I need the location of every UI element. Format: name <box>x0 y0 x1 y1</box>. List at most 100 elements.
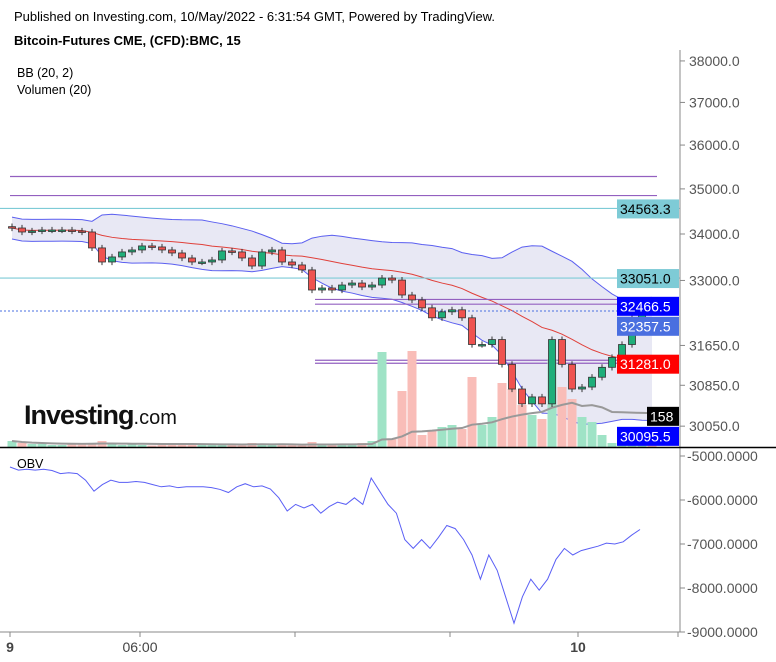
candle-body <box>368 284 376 288</box>
price-label-bg <box>617 316 679 336</box>
candle-body <box>568 363 576 390</box>
volume-bar <box>107 444 117 447</box>
volume-bar <box>57 445 67 447</box>
candle-body <box>198 261 206 264</box>
bb-fill <box>12 214 652 425</box>
price-tick-label: 30850.0 <box>689 377 740 393</box>
candle-body <box>588 376 596 388</box>
candle-body <box>28 230 36 233</box>
volume-bar <box>47 445 57 447</box>
volume-bar <box>187 445 197 447</box>
volume-bar <box>227 445 237 447</box>
candle-body <box>268 249 276 253</box>
candle-body <box>8 226 16 229</box>
volume-bar <box>37 444 47 447</box>
obv-tick-label: -8000.0000 <box>687 580 758 596</box>
volume-bar <box>477 425 487 447</box>
volume-bar <box>587 422 597 447</box>
candle-body <box>288 261 296 266</box>
obv-tick-label: -6000.0000 <box>687 492 758 508</box>
legend-obv[interactable]: OBV <box>17 457 44 471</box>
price-label: 158 <box>650 408 674 424</box>
volume-bar <box>487 417 497 447</box>
candle-body <box>508 363 516 390</box>
candle-body <box>448 309 456 313</box>
volume-bar <box>87 443 97 447</box>
candle-body <box>538 396 546 405</box>
time-tick-label: 9 <box>6 639 14 655</box>
volume-bar <box>237 445 247 447</box>
price-tick-label: 30050.0 <box>689 418 740 434</box>
volume-bar <box>507 389 517 447</box>
volume-bar <box>277 444 287 447</box>
volume-bar <box>77 444 87 447</box>
candle-body <box>98 247 106 263</box>
candle-body <box>118 251 126 258</box>
price-tick-label: 31650.0 <box>689 337 740 353</box>
volume-bar <box>447 425 457 447</box>
volume-bar <box>17 443 27 447</box>
legend-volume[interactable]: Volumen (20) <box>17 83 92 97</box>
legend-bb[interactable]: BB (20, 2) <box>17 66 74 80</box>
candle-body <box>238 251 246 259</box>
candle-body <box>598 366 606 378</box>
volume-bar <box>347 444 357 447</box>
volume-bar <box>557 387 567 447</box>
volume-bar <box>417 435 427 447</box>
volume-bar <box>467 377 477 447</box>
candle-body <box>498 339 506 365</box>
investing-logo: Investing.com <box>24 400 177 430</box>
time-tick-label: 06:00 <box>122 639 157 655</box>
candle-body <box>58 229 66 232</box>
candle-body <box>468 317 476 345</box>
candle-body <box>88 231 96 249</box>
price-label-bg <box>647 406 679 426</box>
volume-bar <box>567 399 577 447</box>
volume-bar <box>537 419 547 447</box>
price-label: 32466.5 <box>620 298 671 314</box>
candle-body <box>438 311 446 319</box>
volume-bar <box>497 383 507 447</box>
candle-body <box>168 249 176 254</box>
volume-bar <box>577 417 587 447</box>
candle-body <box>158 246 166 251</box>
volume-bar <box>207 444 217 447</box>
obv-tick-label: -5000.0000 <box>687 448 758 464</box>
chart-title: Bitcoin-Futures CME, (CFD):BMC, 15 <box>14 33 241 48</box>
volume-bar <box>517 405 527 447</box>
obv-tick-label: -9000.0000 <box>687 624 758 640</box>
candle-body <box>278 249 286 263</box>
volume-bar <box>27 444 37 447</box>
bb-basis-line <box>11 227 653 359</box>
volume-bar <box>257 444 267 447</box>
candle-body <box>78 230 86 233</box>
candle-body <box>558 339 566 365</box>
volume-bar <box>597 435 607 447</box>
volume-bar <box>437 427 447 447</box>
price-pane <box>0 175 680 447</box>
volume-ma-line <box>11 401 653 446</box>
candle-body <box>578 386 586 390</box>
candle-body <box>18 227 26 233</box>
candle-body <box>408 294 416 301</box>
candle-body <box>338 284 346 291</box>
volume-bar <box>387 439 397 447</box>
price-tick-label: 33000.0 <box>689 272 740 288</box>
candle-body <box>228 250 236 253</box>
candle-body <box>478 344 486 347</box>
candle-body <box>398 279 406 296</box>
candle-body <box>178 252 186 259</box>
volume-bar <box>327 444 337 447</box>
price-label: 33051.0 <box>620 271 671 287</box>
candle-body <box>48 229 56 232</box>
volume-bar <box>217 444 227 447</box>
price-label: 30095.5 <box>620 428 671 444</box>
candle-body <box>108 256 116 263</box>
candle-body <box>388 277 396 281</box>
volume-bar <box>7 441 17 447</box>
candle-body <box>188 257 196 263</box>
candle-body <box>528 396 536 405</box>
price-tick-label: 38000.0 <box>689 53 740 69</box>
